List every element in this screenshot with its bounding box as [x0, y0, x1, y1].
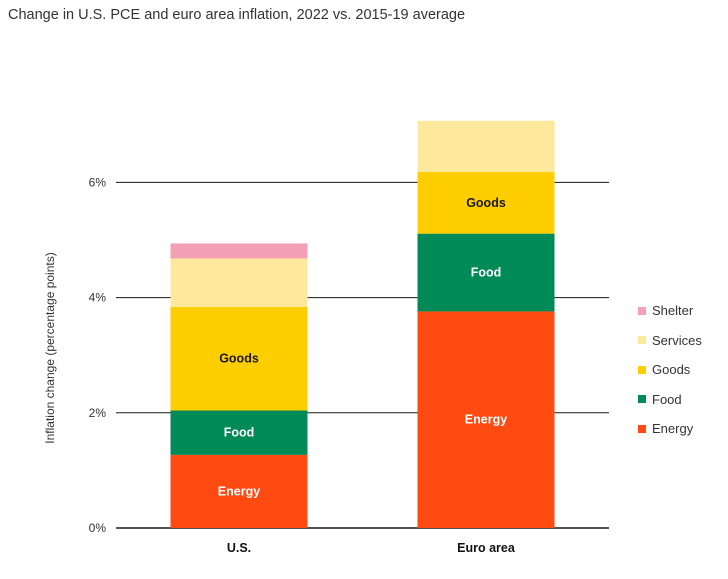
- segment-label: Food: [471, 266, 502, 280]
- segment-label: Energy: [218, 484, 260, 498]
- bar-segment-goods: [417, 172, 555, 234]
- legend-label: Energy: [652, 421, 694, 437]
- bar-segment-shelter: [170, 243, 308, 259]
- y-axis-label: Inflation change (percentage points): [43, 252, 57, 443]
- bars: Energy Food Goods Energy Food Goods: [170, 120, 555, 528]
- bar-segment-energy: [417, 311, 555, 528]
- legend-label: Goods: [652, 362, 691, 378]
- category-label: U.S.: [227, 541, 251, 555]
- legend-swatch: [638, 424, 646, 433]
- legend-label: Services: [652, 332, 702, 348]
- legend-item-services: Services: [638, 326, 702, 356]
- segment-label: Goods: [219, 352, 259, 366]
- bar-segment-services: [417, 120, 555, 173]
- bar-segment-food: [170, 410, 308, 455]
- y-tick-label: 4%: [89, 291, 107, 305]
- bar-segment-services: [170, 258, 308, 307]
- chart-title: Change in U.S. PCE and euro area inflati…: [8, 7, 466, 23]
- legend-swatch: [638, 365, 646, 374]
- category-labels: U.S. Euro area: [227, 541, 516, 555]
- legend: Shelter Services Goods Food Energy: [638, 296, 702, 444]
- segment-label: Energy: [465, 413, 507, 427]
- bar-segment-food: [417, 233, 555, 312]
- legend-swatch: [638, 395, 646, 404]
- y-tick-label: 0%: [89, 521, 107, 535]
- legend-swatch: [638, 336, 646, 345]
- segment-label: Goods: [466, 196, 506, 210]
- legend-item-shelter: Shelter: [638, 296, 702, 326]
- y-tick-labels: 0% 2% 4% 6%: [89, 175, 107, 535]
- category-label: Euro area: [457, 541, 516, 555]
- legend-item-energy: Energy: [638, 414, 702, 444]
- bar-segment-energy: [170, 454, 308, 528]
- legend-label: Food: [652, 391, 682, 407]
- y-tick-label: 2%: [89, 406, 107, 420]
- legend-label: Shelter: [652, 303, 694, 319]
- legend-swatch: [638, 306, 646, 315]
- y-tick-label: 6%: [89, 175, 107, 189]
- legend-item-food: Food: [638, 385, 702, 415]
- segment-label: Food: [224, 426, 255, 440]
- legend-item-goods: Goods: [638, 355, 702, 385]
- bar-segment-goods: [170, 306, 308, 411]
